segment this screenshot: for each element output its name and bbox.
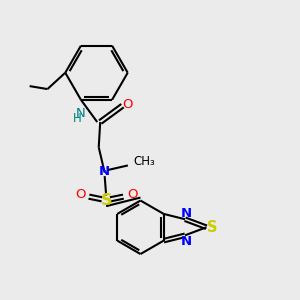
Text: N: N: [99, 165, 110, 178]
Text: N: N: [180, 207, 191, 220]
Text: N: N: [180, 235, 191, 248]
Text: S: S: [100, 193, 112, 208]
Text: N: N: [76, 107, 86, 120]
Text: S: S: [207, 220, 217, 235]
Text: CH₃: CH₃: [134, 155, 155, 168]
Text: O: O: [123, 98, 133, 111]
Text: O: O: [127, 188, 138, 201]
Text: O: O: [75, 188, 85, 201]
Text: H: H: [73, 112, 81, 125]
